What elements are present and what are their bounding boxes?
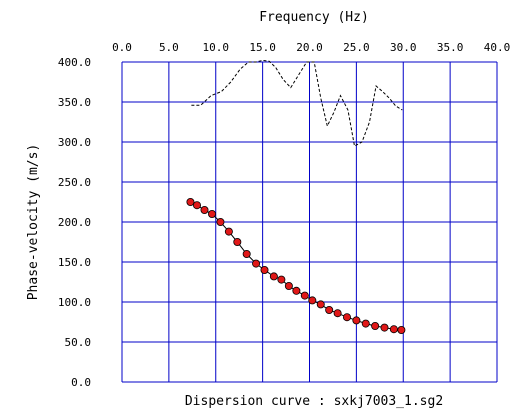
x-tick-label: 25.0	[343, 41, 370, 54]
x-tick-label: 35.0	[437, 41, 464, 54]
data-point	[380, 323, 389, 332]
data-point	[292, 286, 301, 295]
data-point	[207, 209, 216, 218]
x-axis-label: Frequency (Hz)	[259, 10, 369, 25]
data-point	[308, 296, 317, 305]
x-tick-label: 10.0	[203, 41, 230, 54]
y-axis-label: Phase-velocity (m/s)	[26, 144, 41, 301]
data-point	[325, 305, 334, 314]
y-tick-label: 350.0	[58, 96, 91, 109]
data-point	[352, 316, 361, 325]
data-point	[277, 275, 286, 284]
data-point	[361, 319, 370, 328]
x-tick-label: 15.0	[249, 41, 276, 54]
data-point	[216, 217, 225, 226]
y-tick-label: 400.0	[58, 56, 91, 69]
data-point	[200, 205, 209, 214]
data-point	[342, 313, 351, 322]
y-tick-label: 50.0	[65, 336, 92, 349]
data-point	[252, 259, 261, 268]
chart-caption: Dispersion curve : sxkj7003_1.sg2	[185, 394, 443, 409]
data-point	[397, 325, 406, 334]
x-tick-label: 5.0	[159, 41, 179, 54]
data-point	[233, 237, 242, 246]
x-tick-label: 30.0	[390, 41, 417, 54]
data-point	[260, 265, 269, 274]
data-point	[192, 201, 201, 210]
x-tick-label: 0.0	[112, 41, 132, 54]
data-point	[242, 249, 251, 258]
data-point	[300, 291, 309, 300]
grid	[121, 61, 498, 383]
data-point	[269, 272, 278, 281]
series-layer	[186, 59, 406, 334]
y-tick-label: 150.0	[58, 256, 91, 269]
data-point	[284, 281, 293, 290]
data-point	[333, 309, 342, 318]
y-tick-label: 100.0	[58, 296, 91, 309]
x-tick-label: 20.0	[296, 41, 323, 54]
y-tick-label: 200.0	[58, 216, 91, 229]
data-point	[371, 321, 380, 330]
data-point	[224, 227, 233, 236]
y-tick-label: 0.0	[71, 376, 91, 389]
y-tick-label: 250.0	[58, 176, 91, 189]
data-point	[316, 300, 325, 309]
y-tick-label: 300.0	[58, 136, 91, 149]
y-tick-labels: 0.0 50.0 100.0 150.0 200.0 250.0 300.0 350.0 400…	[58, 56, 91, 389]
dashed-dispersion-line	[191, 59, 403, 147]
data-point	[389, 325, 398, 334]
x-tick-labels: 0.0 5.0 10.0 15.0 20.0 25.0 30.0 35.0 40.0	[112, 41, 510, 54]
x-tick-label: 40.0	[484, 41, 511, 54]
data-point	[186, 197, 195, 206]
